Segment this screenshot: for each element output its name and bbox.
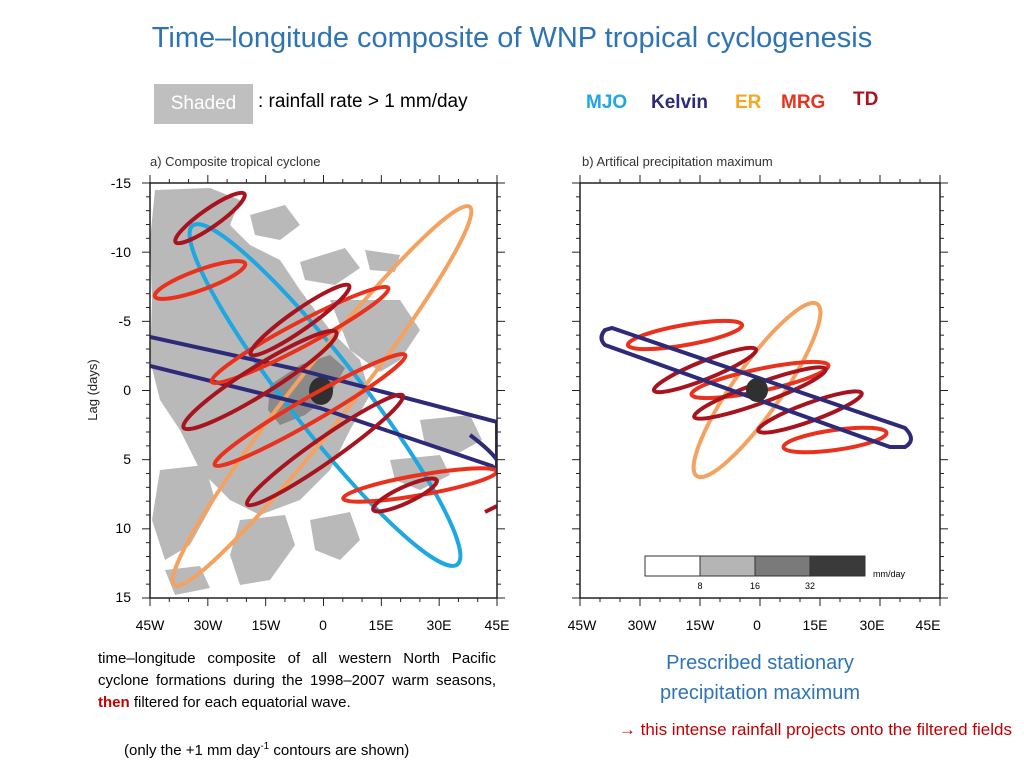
conclusion: → this intense rainfall projects onto th…	[618, 720, 1012, 739]
caption-note-sup: -1	[260, 741, 270, 752]
y-tick-label: 15	[115, 589, 131, 605]
td-contour-5	[371, 476, 439, 514]
mrg-contour-b-3	[781, 425, 889, 455]
caption-right: Prescribed stationary precipitation maxi…	[659, 652, 861, 704]
colorbar-tick: 16	[750, 581, 760, 591]
y-tick-label: 0	[123, 382, 131, 398]
td-contour-4	[244, 392, 406, 508]
mrg-contour-3	[212, 352, 408, 468]
panel-b-title: b) Artifical precipitation maximum	[582, 154, 773, 169]
mrg-contour-b-1	[625, 318, 745, 352]
y-tick-label: 5	[123, 451, 131, 467]
x-tick-label: 0	[753, 617, 761, 633]
er-contour-b	[691, 300, 823, 480]
kelvin-contour-b	[599, 325, 913, 449]
caption-left-then: then	[98, 694, 130, 711]
shaded-description: : rainfall rate > 1 mm/day	[258, 91, 468, 112]
x-tick-label: 0	[319, 617, 327, 633]
td-contour-3	[181, 328, 339, 432]
x-tick-label: 45E	[916, 617, 941, 633]
caption-note-prefix: (only the +1 mm day	[124, 742, 261, 759]
panel-a-ticks	[142, 175, 505, 606]
panel-b-tick-labels: 45W 30W 15W 0 15E 30E 45E	[568, 617, 941, 633]
caption-left-part1: time–longitude composite of all western …	[98, 650, 496, 689]
colorbar-tick: 8	[697, 581, 702, 591]
caption-left: time–longitude composite of all western …	[98, 648, 496, 714]
x-tick-label: 15W	[686, 617, 716, 633]
colorbar-tick: 32	[805, 581, 815, 591]
panel-b-ticks	[572, 175, 948, 606]
y-tick-label: 10	[115, 520, 131, 536]
colorbar-unit: mm/day	[873, 569, 906, 579]
er-contour	[170, 204, 474, 588]
colorbar-bin	[809, 555, 866, 577]
x-tick-label: 15E	[803, 617, 828, 633]
mrg-contour-1	[152, 259, 248, 301]
y-tick-label: -10	[111, 244, 131, 260]
precip-maximum	[746, 378, 768, 402]
y-tick-label: -5	[119, 313, 132, 329]
slide-title: Time–longitude composite of WNP tropical…	[151, 22, 873, 54]
colorbar-bin	[644, 555, 701, 577]
td-contour-b-1	[651, 345, 759, 395]
legend-kelvin: Kelvin	[651, 92, 709, 113]
colorbar-bin	[754, 555, 811, 577]
x-tick-label: 30E	[427, 617, 452, 633]
td-contour-1	[173, 190, 247, 246]
colorbar-bin	[699, 555, 756, 577]
mrg-contour-2	[209, 284, 391, 386]
panel-a-ylabel: Lag (days)	[85, 359, 100, 420]
caption-note-suffix: contours are shown)	[273, 742, 410, 759]
legend-er: ER	[735, 92, 762, 113]
x-tick-label: 30W	[194, 617, 224, 633]
x-tick-label: 30E	[860, 617, 885, 633]
wave-contours	[150, 190, 497, 588]
x-tick-label: 45W	[568, 617, 598, 633]
x-tick-label: 15W	[252, 617, 282, 633]
shaded-legend-box: Shaded	[154, 84, 253, 124]
x-tick-label: 15E	[369, 617, 394, 633]
legend-td: TD	[853, 89, 879, 110]
panel-b-plot-area	[599, 300, 913, 480]
legend-mjo: MJO	[586, 92, 628, 113]
x-tick-label: 45W	[136, 617, 166, 633]
panel-a-title: a) Composite tropical cyclone	[150, 154, 321, 169]
td-contour-2	[248, 282, 352, 358]
panel-a-plot-area	[150, 188, 497, 595]
y-tick-label: -15	[111, 175, 131, 191]
caption-left-part2: filtered for each equatorial wave.	[133, 694, 351, 711]
colorbar: 8 16 32 mm/day	[644, 555, 906, 591]
x-tick-label: 30W	[628, 617, 658, 633]
panel-a-tick-labels: 45W 30W 15W 0 15E 30E 45E -15 -10 -5 0 5…	[111, 175, 510, 633]
caption-note: (only the +1 mm day-1 contours are shown…	[124, 741, 409, 759]
x-tick-label: 45E	[485, 617, 510, 633]
legend-mrg: MRG	[781, 92, 826, 113]
